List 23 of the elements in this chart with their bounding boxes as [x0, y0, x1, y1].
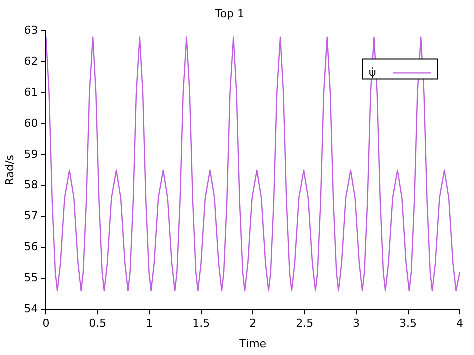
y-tick-label: 54 — [24, 302, 38, 316]
x-tick-label: 4 — [456, 317, 464, 330]
y-tick-label: 63 — [24, 24, 38, 38]
y-tick-label: 56 — [24, 240, 38, 254]
legend-label: ψ̇ — [369, 66, 376, 80]
y-tick-label: 55 — [24, 272, 38, 285]
x-tick-label: 0 — [42, 317, 50, 330]
y-tick-label: 61 — [24, 86, 38, 99]
chart-title: Top 1 — [214, 7, 245, 20]
x-tick-label: 1.5 — [192, 317, 210, 330]
x-axis-title: Time — [238, 337, 267, 350]
x-tick-label: 2.5 — [296, 317, 314, 330]
y-tick-label: 59 — [24, 148, 38, 161]
x-tick-label: 3.5 — [400, 317, 418, 330]
y-tick-label: 58 — [24, 178, 38, 192]
y-tick-label: 57 — [24, 210, 38, 223]
y-tick-label: 60 — [24, 116, 38, 130]
x-tick-label: 1 — [146, 317, 154, 330]
x-tick-label: 2 — [250, 317, 257, 330]
x-tick-label: 3 — [353, 317, 360, 330]
x-tick-label: 0.5 — [89, 317, 107, 330]
y-axis-title: Rad/s — [3, 154, 16, 186]
y-tick-label: 62 — [24, 54, 38, 68]
